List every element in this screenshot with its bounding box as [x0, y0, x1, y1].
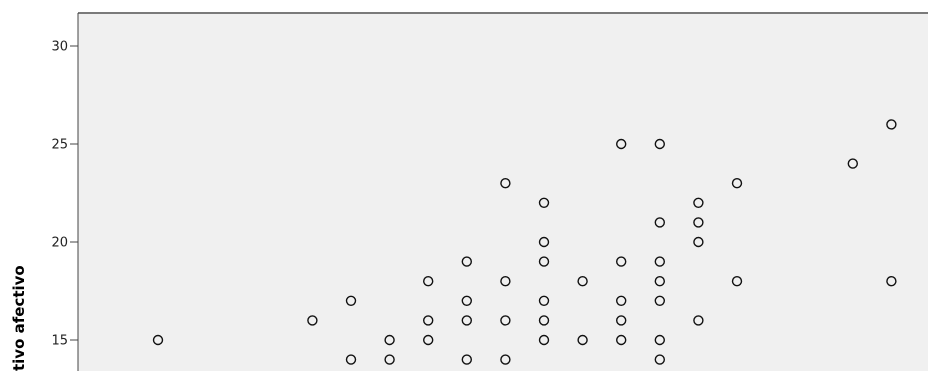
data-point [847, 158, 858, 169]
y-tick-label: 15 [51, 334, 68, 349]
data-point [345, 295, 357, 306]
data-point [461, 256, 472, 267]
data-point [654, 217, 665, 228]
data-point [886, 276, 897, 287]
data-point [384, 354, 395, 365]
data-point [307, 315, 318, 326]
data-point [693, 315, 704, 326]
data-point [461, 295, 472, 306]
data-point [152, 334, 164, 346]
data-point [577, 334, 588, 346]
data-point [538, 334, 550, 346]
plot-area [78, 13, 928, 371]
data-point [500, 354, 511, 365]
data-point [731, 276, 743, 287]
data-point [693, 236, 704, 248]
data-point [654, 138, 665, 150]
data-point [654, 295, 665, 306]
data-point [538, 256, 550, 267]
data-point [384, 334, 395, 346]
data-point [693, 217, 704, 228]
data-point [616, 334, 627, 346]
data-point [654, 276, 665, 287]
data-point [693, 197, 704, 209]
data-point [423, 276, 434, 287]
data-point [345, 354, 357, 365]
data-point [500, 177, 511, 189]
data-points [152, 119, 897, 365]
data-point [616, 256, 627, 267]
data-point [616, 295, 627, 306]
y-tick-label: 30 [51, 40, 68, 55]
data-point [654, 256, 665, 267]
data-point [423, 334, 434, 346]
data-point [538, 295, 550, 306]
data-point [731, 177, 743, 189]
data-point [423, 315, 434, 326]
data-point [654, 334, 665, 346]
data-point [461, 315, 472, 326]
data-point [538, 236, 550, 248]
data-point [538, 197, 550, 209]
data-point [577, 276, 588, 287]
data-point [886, 119, 897, 130]
data-point [538, 315, 550, 326]
y-tick-label: 20 [51, 236, 68, 251]
data-point [500, 276, 511, 287]
y-axis-ticks: 15 20 25 30 [51, 40, 78, 349]
y-axis-label: tivo afectivo [10, 265, 28, 371]
data-point [500, 315, 511, 326]
data-point [654, 354, 665, 365]
data-point [616, 315, 627, 326]
data-point [616, 138, 627, 150]
data-point [461, 354, 472, 365]
y-tick-label: 25 [51, 138, 68, 153]
